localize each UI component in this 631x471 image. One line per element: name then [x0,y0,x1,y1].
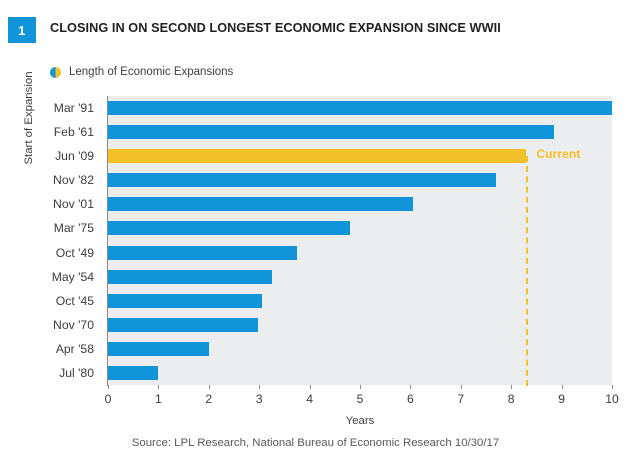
bar-row [108,192,612,216]
y-axis-tick-label: Mar '91 [53,101,94,116]
bar-row [108,240,612,264]
x-axis-tick-label: 7 [457,392,465,406]
bar-row [108,96,612,120]
x-axis-tick [108,385,109,389]
x-axis-tick-label: 2 [205,392,213,406]
bar-row [108,361,612,385]
bar[interactable] [108,125,555,140]
x-axis-tick [561,385,563,389]
x-axis-tick [360,385,361,389]
bar-row [108,313,612,337]
x-axis-tick-label: 8 [507,392,515,406]
x-axis-tick [309,385,311,389]
bar[interactable] [108,365,159,380]
bar-row [108,337,612,361]
x-axis-tick-label: 4 [306,392,313,406]
bar-row [108,289,612,313]
x-axis-tick-label: 1 [155,392,162,406]
y-axis-tick-label: Nov '82 [53,173,94,188]
y-axis-tick-label: Jun '09 [55,149,94,164]
bar[interactable] [108,341,209,356]
bar[interactable] [108,269,272,284]
x-axis-tick-label: 3 [255,392,263,406]
x-axis-tick [158,385,160,389]
bar[interactable] [108,317,259,332]
bar[interactable] [108,245,297,260]
x-axis-tick-label: 6 [407,392,414,406]
bar-row [108,265,612,289]
current-reference-line [526,156,529,386]
x-axis: 0 1 2 3 4 5 6 7 8 9 10 [104,385,619,425]
bar-row [108,216,612,240]
x-axis-tick [208,385,210,389]
bar-row [108,144,612,168]
y-axis-tick-label: Oct '49 [55,245,94,260]
y-axis-tick-label: Nov '01 [53,197,94,212]
y-axis-tick-label: Nov '70 [53,317,94,332]
bar[interactable] [108,173,497,188]
page-title: CLOSING IN ON SECOND LONGEST ECONOMIC EX… [50,20,501,35]
current-annotation-label: Current [536,147,581,161]
x-axis-tick [460,385,462,389]
x-axis-tick [410,385,412,389]
y-axis-tick-labels: Mar '91 Feb '61 Jun '09 Nov '82 Nov '01 Mar '… [0,96,103,385]
x-axis-tick [612,385,613,389]
x-axis-tick-label: 10 [605,392,619,406]
bar[interactable] [108,221,350,236]
bar-row [108,168,612,192]
x-axis-tick [511,385,513,389]
legend-label: Length of Economic Expansions [69,66,234,78]
plot-region: Current [108,96,612,386]
bar[interactable] [108,293,262,308]
bar-row [108,120,612,144]
y-axis-tick-label: Jul '80 [59,365,94,380]
x-axis-title: Years [345,415,375,427]
source-note: Source: LPL Research, National Bureau of… [131,437,500,449]
x-axis-tick-label: 5 [356,392,364,406]
bar[interactable] [108,101,612,116]
y-axis-tick-label: Mar '75 [53,221,94,236]
legend: Length of Economic Expansions [50,66,233,78]
y-axis-tick-label: Feb '61 [53,125,94,140]
chart-number-badge: 1 [8,17,36,43]
bar[interactable] [108,149,527,164]
legend-swatch-icon [50,66,61,78]
chart-area: Current 0 1 2 3 4 5 6 7 8 9 10 Years [0,96,631,427]
y-axis-tick-label: Apr '58 [55,341,94,356]
bar[interactable] [108,197,413,212]
bar-rows [108,96,612,385]
x-axis-tick [259,385,261,389]
x-axis-tick-label: 0 [104,392,112,406]
y-axis-tick-label: May '54 [51,269,94,284]
y-axis-line [107,96,109,386]
x-axis-tick-label: 9 [558,392,565,406]
y-axis-tick-label: Oct '45 [55,293,94,308]
header: 1 CLOSING IN ON SECOND LONGEST ECONOMIC … [0,0,631,52]
